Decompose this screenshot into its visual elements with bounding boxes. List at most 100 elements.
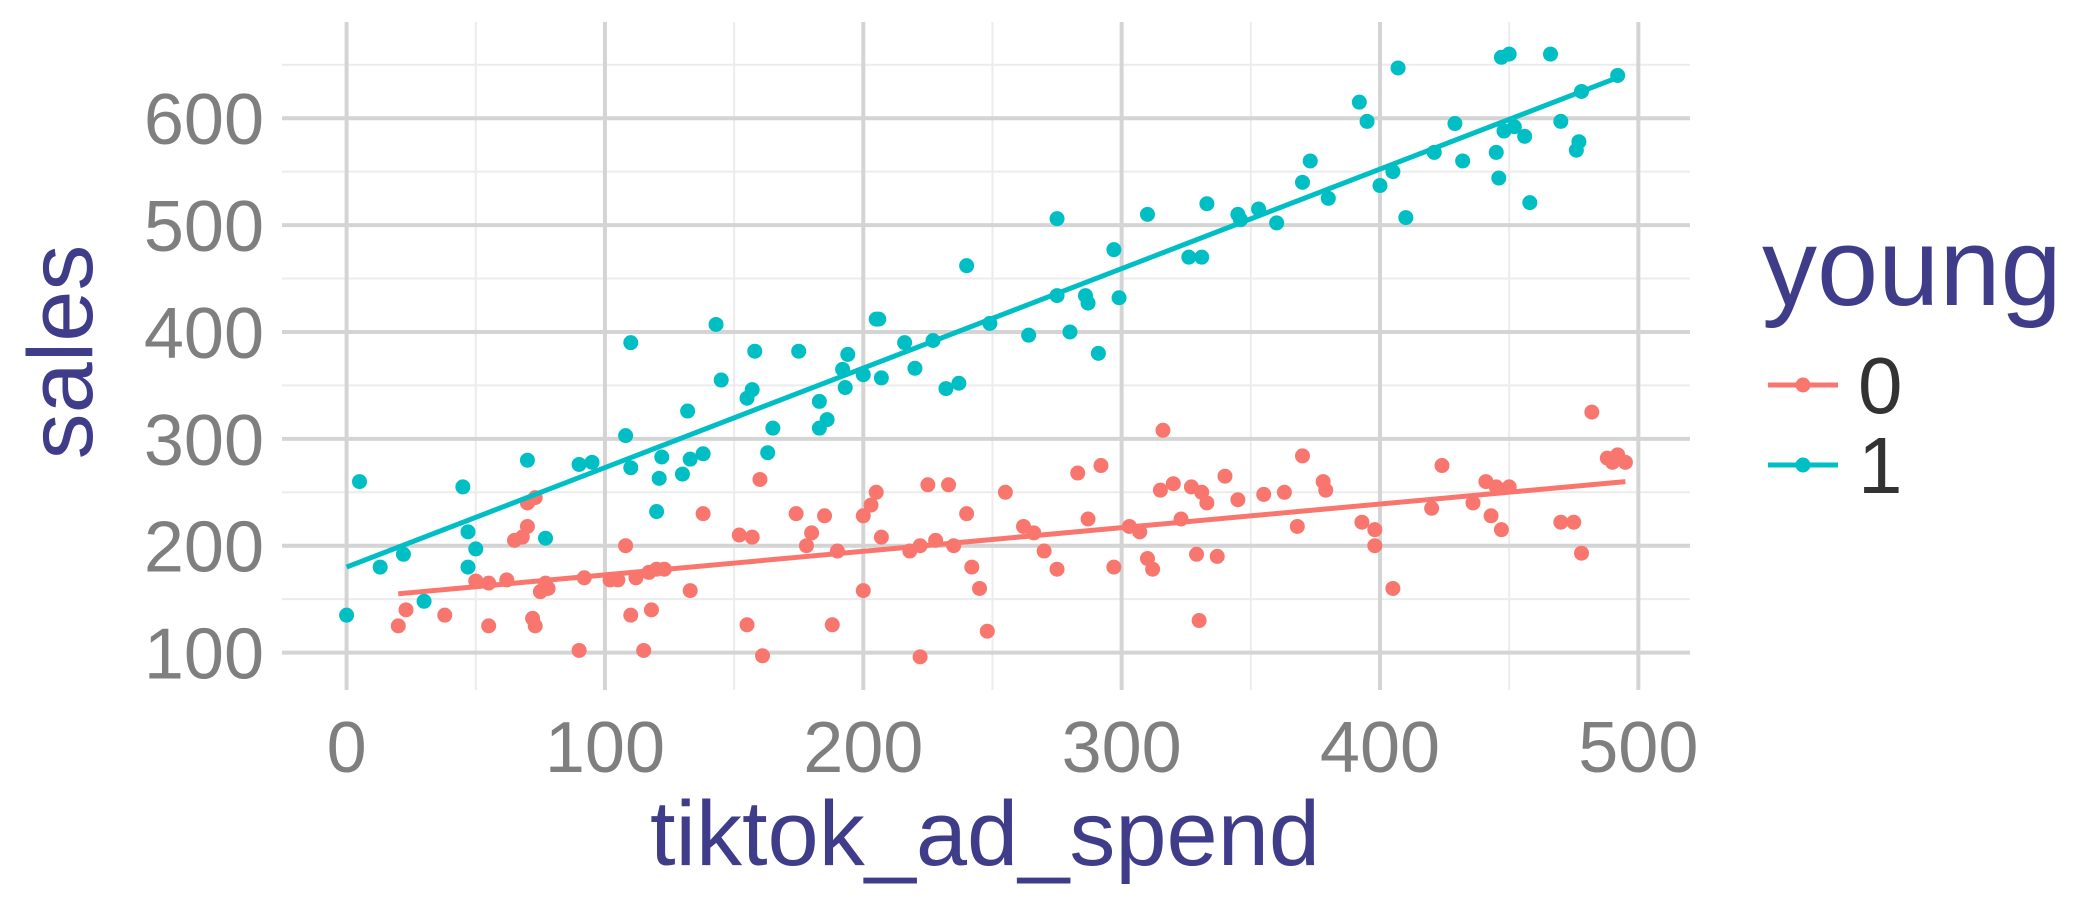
data-point [979, 623, 995, 639]
y-tick-label: 100 [144, 615, 264, 695]
data-point [1522, 195, 1538, 211]
data-point [855, 583, 871, 599]
y-tick-label: 300 [144, 401, 264, 481]
data-point [731, 527, 747, 543]
data-point [395, 546, 411, 562]
y-tick-label: 600 [144, 80, 264, 160]
data-point [519, 518, 535, 534]
data-point [1302, 153, 1318, 169]
data-point [873, 529, 889, 545]
data-point [1372, 178, 1388, 194]
data-point [1189, 546, 1205, 562]
x-tick-label: 100 [545, 708, 665, 788]
data-point [1209, 548, 1225, 564]
data-point [912, 649, 928, 665]
data-point [1434, 458, 1450, 474]
data-point [1070, 465, 1086, 481]
data-point [437, 607, 453, 623]
legend-entry-0: 0 [1768, 341, 1903, 430]
x-tick-label: 500 [1578, 708, 1698, 788]
legend-key-point [1795, 457, 1811, 473]
data-point [416, 593, 432, 609]
data-point [760, 445, 776, 461]
data-point [584, 454, 600, 470]
data-point [1106, 559, 1122, 575]
data-point [1155, 422, 1171, 438]
data-point [1351, 94, 1367, 110]
data-point [964, 559, 980, 575]
data-point [798, 538, 814, 554]
data-point [339, 607, 355, 623]
data-point [682, 583, 698, 599]
data-point [1276, 484, 1292, 500]
data-point [1230, 492, 1246, 508]
data-point [1493, 522, 1509, 538]
data-point [1021, 327, 1037, 343]
data-point [938, 381, 954, 397]
data-point [1571, 134, 1587, 150]
data-point [651, 470, 667, 486]
series-0 [390, 404, 1633, 665]
legend-label: 1 [1858, 421, 1903, 510]
y-axis-title: sales [10, 245, 112, 460]
data-point [623, 607, 639, 623]
x-tick-label: 200 [803, 708, 923, 788]
data-point [571, 642, 587, 658]
data-point [1506, 119, 1522, 135]
data-point [571, 456, 587, 472]
data-point [1036, 543, 1052, 559]
legend: young 01 [1762, 206, 2062, 510]
data-point [907, 360, 923, 376]
data-point [1320, 190, 1336, 206]
data-point [1491, 170, 1507, 186]
data-point [460, 524, 476, 540]
data-point [959, 258, 975, 274]
data-point [1488, 144, 1504, 160]
data-point [1617, 454, 1633, 470]
data-point [1367, 522, 1383, 538]
data-point [855, 508, 871, 524]
data-point [1217, 468, 1233, 484]
data-point [654, 449, 670, 465]
data-point [682, 451, 698, 467]
y-tick-label: 500 [144, 187, 264, 267]
data-point [1553, 514, 1569, 530]
data-point [1080, 295, 1096, 311]
data-point [1111, 290, 1127, 306]
data-point [1090, 345, 1106, 361]
data-point [959, 506, 975, 522]
data-point [1424, 500, 1440, 516]
data-point [744, 529, 760, 545]
data-point [538, 530, 554, 546]
data-point [398, 602, 414, 618]
data-point [1256, 486, 1272, 502]
legend-key-point [1795, 377, 1811, 393]
x-tick-label: 400 [1320, 708, 1440, 788]
data-point [372, 559, 388, 575]
data-point [1573, 545, 1589, 561]
data-point [819, 412, 835, 428]
data-point [1165, 476, 1181, 492]
data-point [519, 452, 535, 468]
data-point [1390, 60, 1406, 76]
data-point [390, 618, 406, 634]
data-point [1049, 561, 1065, 577]
data-point [1049, 211, 1065, 227]
data-point [468, 541, 484, 557]
data-point [1062, 324, 1078, 340]
data-point [1106, 242, 1122, 258]
data-point [868, 484, 884, 500]
data-point [1199, 495, 1215, 511]
data-point [649, 504, 665, 520]
data-point [695, 446, 711, 462]
y-tick-label: 200 [144, 508, 264, 588]
data-point [804, 525, 820, 541]
data-point [1367, 538, 1383, 554]
data-point [739, 617, 755, 633]
legend-entry-1: 1 [1768, 421, 1903, 510]
data-point [997, 484, 1013, 500]
data-point [618, 538, 634, 554]
data-point [1294, 448, 1310, 464]
data-point [863, 497, 879, 513]
